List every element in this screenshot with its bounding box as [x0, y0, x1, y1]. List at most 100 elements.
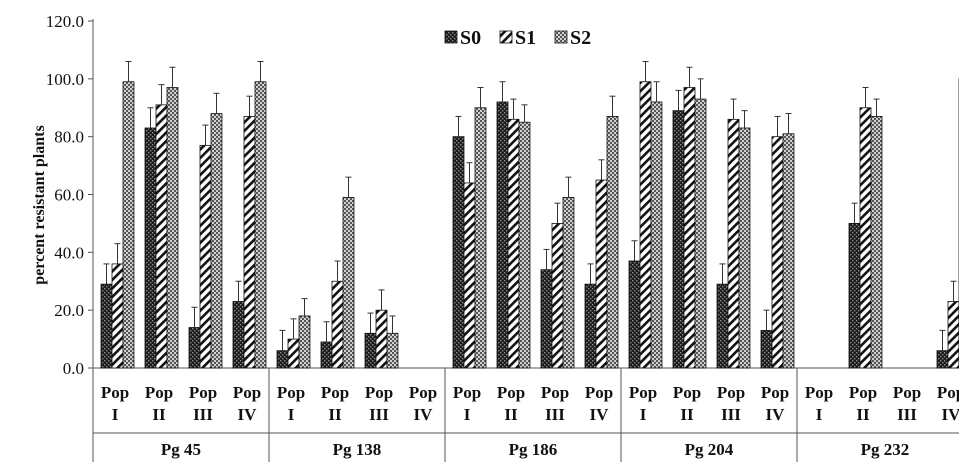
group-label: Pg 204 — [685, 440, 734, 459]
legend-label-S0: S0 — [460, 27, 481, 49]
bar-S1-8 — [463, 182, 476, 369]
bar-S1-19 — [947, 301, 959, 369]
bar-S1-3 — [243, 116, 256, 369]
bar-S0-5 — [320, 341, 333, 369]
bar-S1-10 — [551, 223, 564, 369]
bar-S1-12 — [639, 81, 652, 369]
bar-S0-8 — [452, 136, 465, 369]
category-sublabel: IV — [238, 405, 258, 424]
category-label: Pop — [717, 383, 745, 402]
category-sublabel: IV — [414, 405, 434, 424]
legend-label-S2: S2 — [570, 27, 591, 49]
y-tick-label: 100.0 — [46, 70, 84, 89]
bar-S1-2 — [199, 144, 212, 369]
bar-S1-4 — [287, 338, 300, 369]
bar-S0-2 — [188, 327, 201, 369]
category-label: Pop — [937, 383, 959, 402]
legend-label-S1: S1 — [515, 27, 536, 49]
legend: S0 S1 S2 — [444, 27, 591, 49]
bar-S1-11 — [595, 179, 608, 369]
bar-S0-9 — [496, 101, 509, 369]
bar-S0-3 — [232, 301, 245, 369]
bar-S0-14 — [716, 283, 729, 369]
y-tick-label: 20.0 — [54, 301, 84, 320]
bar-S2-6 — [386, 332, 399, 369]
bar-S0-15 — [760, 330, 773, 369]
category-sublabel: IV — [942, 405, 959, 424]
bar-S0-6 — [364, 332, 377, 369]
category-sublabel: III — [369, 405, 389, 424]
bar-S0-19 — [936, 350, 949, 369]
bar-S0-10 — [540, 269, 553, 369]
bar-S2-3 — [254, 81, 267, 369]
bar-S2-10 — [562, 196, 575, 369]
legend-swatch-S1 — [499, 30, 513, 44]
group-label: Pg 232 — [861, 440, 910, 459]
category-sublabel: I — [288, 405, 295, 424]
bar-S2-15 — [782, 133, 795, 369]
category-label: Pop — [761, 383, 789, 402]
category-label: Pop — [541, 383, 569, 402]
category-label: Pop — [365, 383, 393, 402]
category-sublabel: I — [640, 405, 647, 424]
bar-S2-0 — [122, 81, 135, 369]
legend-swatch-S2 — [554, 30, 568, 44]
category-label: Pop — [101, 383, 129, 402]
bar-S2-1 — [166, 87, 179, 369]
category-sublabel: IV — [590, 405, 610, 424]
category-label: Pop — [893, 383, 921, 402]
group-label: Pg 138 — [333, 440, 382, 459]
bar-S2-9 — [518, 121, 531, 369]
bar-S0-12 — [628, 260, 641, 369]
category-sublabel: IV — [766, 405, 786, 424]
category-label: Pop — [453, 383, 481, 402]
bar-S2-2 — [210, 113, 223, 369]
group-label: Pg 45 — [161, 440, 201, 459]
y-tick-label: 60.0 — [54, 186, 84, 205]
category-sublabel: II — [328, 405, 342, 424]
bar-S0-0 — [100, 283, 113, 369]
category-label: Pop — [277, 383, 305, 402]
category-label: Pop — [233, 383, 261, 402]
category-sublabel: III — [545, 405, 565, 424]
y-axis-label: percent resistant plants — [31, 125, 48, 284]
category-sublabel: I — [816, 405, 823, 424]
bar-S1-6 — [375, 309, 388, 369]
bar-S2-17 — [870, 116, 883, 369]
category-label: Pop — [321, 383, 349, 402]
bar-S2-14 — [738, 127, 751, 369]
category-label: Pop — [805, 383, 833, 402]
category-label: Pop — [189, 383, 217, 402]
y-tick-label: 120.0 — [46, 12, 84, 31]
bar-S0-11 — [584, 283, 597, 369]
category-label: Pop — [497, 383, 525, 402]
category-label: Pop — [145, 383, 173, 402]
bar-S1-17 — [859, 107, 872, 369]
category-sublabel: I — [112, 405, 119, 424]
category-label: Pop — [585, 383, 613, 402]
bars — [100, 78, 959, 369]
bar-S0-17 — [848, 223, 861, 369]
bar-S2-4 — [298, 315, 311, 369]
bar-S2-12 — [650, 101, 663, 369]
category-label: Pop — [409, 383, 437, 402]
bar-S1-13 — [683, 87, 696, 369]
bar-S1-1 — [155, 104, 168, 369]
bar-S1-9 — [507, 118, 520, 369]
y-tick-label: 0.0 — [63, 359, 84, 378]
group-label: Pg 186 — [509, 440, 558, 459]
error-bars — [103, 60, 957, 351]
bar-S0-4 — [276, 350, 289, 369]
category-sublabel: I — [464, 405, 471, 424]
legend-swatch-S0 — [444, 30, 458, 44]
category-label: Pop — [673, 383, 701, 402]
bar-S0-1 — [144, 127, 157, 369]
bar-S2-5 — [342, 196, 355, 369]
category-sublabel: III — [721, 405, 741, 424]
bar-S1-15 — [771, 136, 784, 369]
bar-S2-11 — [606, 116, 619, 369]
y-axis-ticks: 0.0 20.0 40.0 60.0 80.0 100.0 120.0 — [46, 12, 93, 378]
bar-S2-13 — [694, 98, 707, 369]
category-sublabel: II — [856, 405, 870, 424]
